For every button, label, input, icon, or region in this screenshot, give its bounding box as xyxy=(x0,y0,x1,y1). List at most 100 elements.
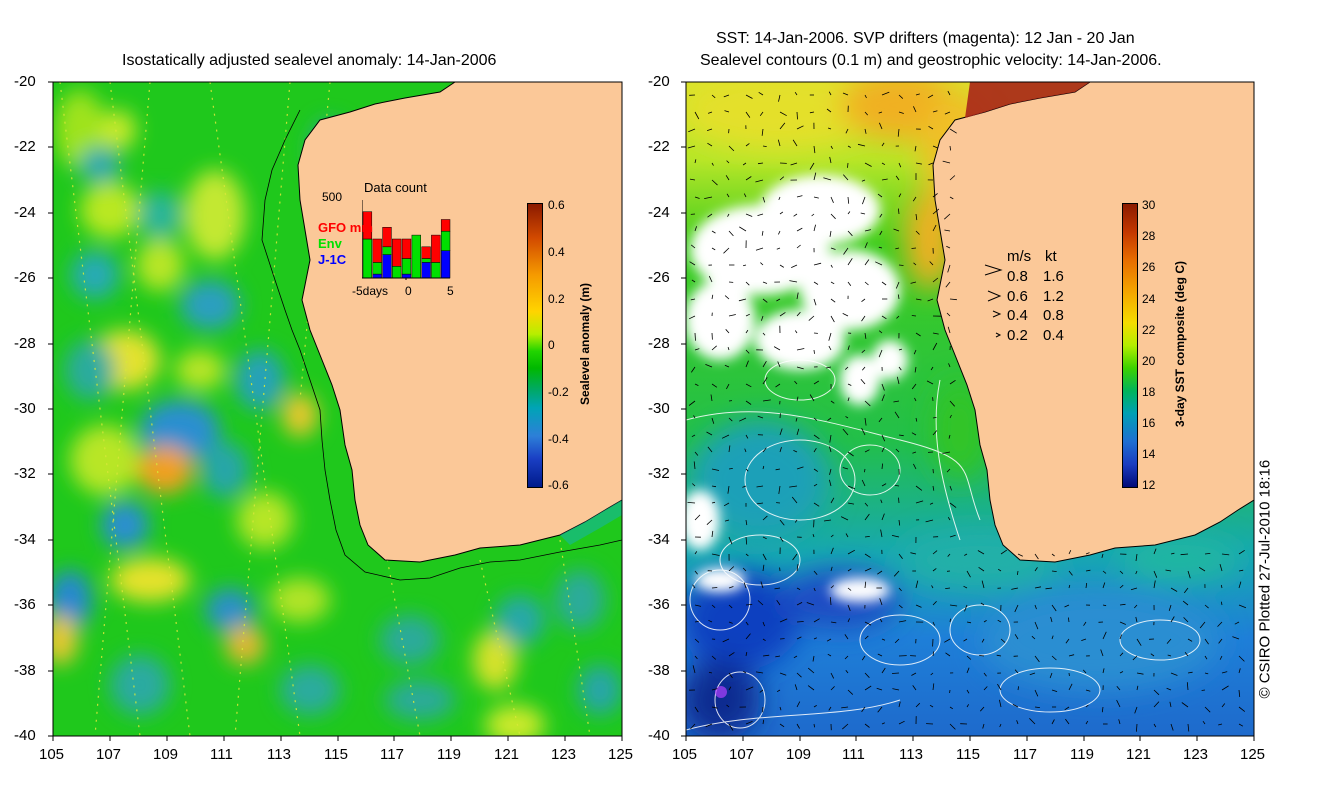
inset-bar-env xyxy=(401,258,412,275)
velocity-arrow xyxy=(1068,683,1073,691)
right-lat-label: -34 xyxy=(648,531,670,548)
velocity-arrow xyxy=(1085,582,1088,589)
velocity-arrow xyxy=(1238,655,1245,662)
velocity-arrow xyxy=(789,485,798,488)
right-lat-label: -38 xyxy=(648,662,670,679)
velocity-arrow xyxy=(813,172,817,181)
velocity-arrow xyxy=(829,468,832,475)
velocity-arrow xyxy=(796,466,804,470)
velocity-arrow xyxy=(1170,672,1178,676)
velocity-arrow xyxy=(847,587,852,591)
velocity-arrow xyxy=(1119,570,1124,574)
velocity-arrow xyxy=(793,213,798,217)
velocity-arrow xyxy=(829,446,832,453)
velocity-arrow xyxy=(932,601,937,606)
velocity-arrow xyxy=(755,247,764,251)
velocity-arrow xyxy=(813,618,820,623)
velocity-arrow xyxy=(711,417,715,424)
velocity-arrow xyxy=(1135,570,1138,575)
velocity-arrow xyxy=(823,177,832,181)
velocity-arrow xyxy=(807,667,815,674)
velocity-arrow xyxy=(728,586,734,589)
velocity-arrow xyxy=(694,159,697,164)
velocity-arrow xyxy=(688,400,696,406)
velocity-arrow xyxy=(773,346,781,351)
right-axis-ticks xyxy=(681,81,1255,741)
velocity-arrow xyxy=(881,383,885,391)
velocity-arrow xyxy=(861,179,866,182)
velocity-arrow xyxy=(1085,720,1089,725)
velocity-arrow xyxy=(692,584,696,589)
velocity-arrow xyxy=(1204,553,1211,555)
velocity-arrow xyxy=(878,417,883,423)
velocity-arrow xyxy=(759,111,764,117)
inset-bar-env xyxy=(372,262,382,275)
velocity-arrow xyxy=(728,621,733,624)
velocity-arrow xyxy=(1153,723,1157,728)
velocity-arrow xyxy=(896,376,900,385)
velocity-arrow xyxy=(762,377,768,385)
velocity-arrow xyxy=(1170,723,1174,731)
left-cbar-tick: 0.4 xyxy=(548,245,565,259)
right-lon-label: 121 xyxy=(1126,746,1152,763)
inset-legend-gfo: GFO mm xyxy=(318,220,373,235)
velocity-arrow xyxy=(707,142,713,147)
velocity-arrow xyxy=(813,380,820,385)
right-cbar-tick: 14 xyxy=(1142,447,1156,461)
left-lat-label: -30 xyxy=(14,400,36,417)
velocity-arrow xyxy=(913,262,917,266)
velocity-arrow xyxy=(879,122,883,130)
velocity-arrow xyxy=(1102,668,1105,674)
inset-x-mid: 0 xyxy=(405,284,412,298)
velocity-arrow xyxy=(949,723,956,730)
velocity-arrow xyxy=(895,281,900,289)
velocity-arrow xyxy=(830,534,834,538)
velocity-arrow xyxy=(1238,581,1242,589)
velocity-arrow xyxy=(932,621,935,626)
velocity-arrow xyxy=(775,383,781,388)
velocity-arrow xyxy=(711,688,718,691)
velocity-arrow xyxy=(794,380,798,385)
velocity-arrow xyxy=(1034,689,1039,697)
velocity-arrow xyxy=(722,638,730,643)
velocity-arrow xyxy=(745,111,751,118)
velocity-arrow xyxy=(745,313,750,317)
velocity-arrow xyxy=(762,281,768,284)
velocity-arrow xyxy=(776,298,781,302)
velocity-arrow xyxy=(827,127,832,130)
inset-bar-gfo xyxy=(372,238,382,263)
velocity-arrow xyxy=(932,277,939,283)
velocity-arrow xyxy=(1034,655,1040,663)
velocity-arrow xyxy=(711,294,714,300)
velocity-arrow xyxy=(708,619,713,623)
velocity-arrow xyxy=(778,196,781,201)
velocity-arrow xyxy=(1068,550,1072,555)
velocity-arrow xyxy=(1136,672,1144,675)
velocity-arrow xyxy=(690,723,696,730)
velocity-arrow xyxy=(694,570,698,575)
velocity-arrow xyxy=(1218,723,1223,726)
velocity-arrow xyxy=(949,534,956,538)
velocity-arrow xyxy=(949,379,956,385)
velocity-arrow xyxy=(999,723,1002,728)
velocity-arrow xyxy=(949,128,957,134)
velocity-arrow xyxy=(932,110,938,113)
velocity-arrow xyxy=(881,434,886,442)
velocity-arrow xyxy=(881,667,886,674)
velocity-arrow xyxy=(1065,718,1070,725)
velocity-arrow xyxy=(997,619,1002,623)
velocity-arrow xyxy=(932,342,938,351)
velocity-arrow xyxy=(1170,552,1175,555)
right-cbar-tick: 16 xyxy=(1142,416,1156,430)
velocity-arrow xyxy=(1085,704,1089,708)
velocity-arrow xyxy=(845,128,849,134)
velocity-arrow xyxy=(774,587,781,590)
velocity-arrow xyxy=(915,417,918,422)
velocity-arrow xyxy=(914,366,917,373)
inset-bar-gfo xyxy=(401,238,412,259)
velocity-arrow xyxy=(777,139,781,147)
velocity-arrow xyxy=(857,143,866,147)
velocity-arrow xyxy=(711,604,716,609)
velocity-arrow xyxy=(847,345,850,351)
velocity-arrow xyxy=(789,280,798,283)
